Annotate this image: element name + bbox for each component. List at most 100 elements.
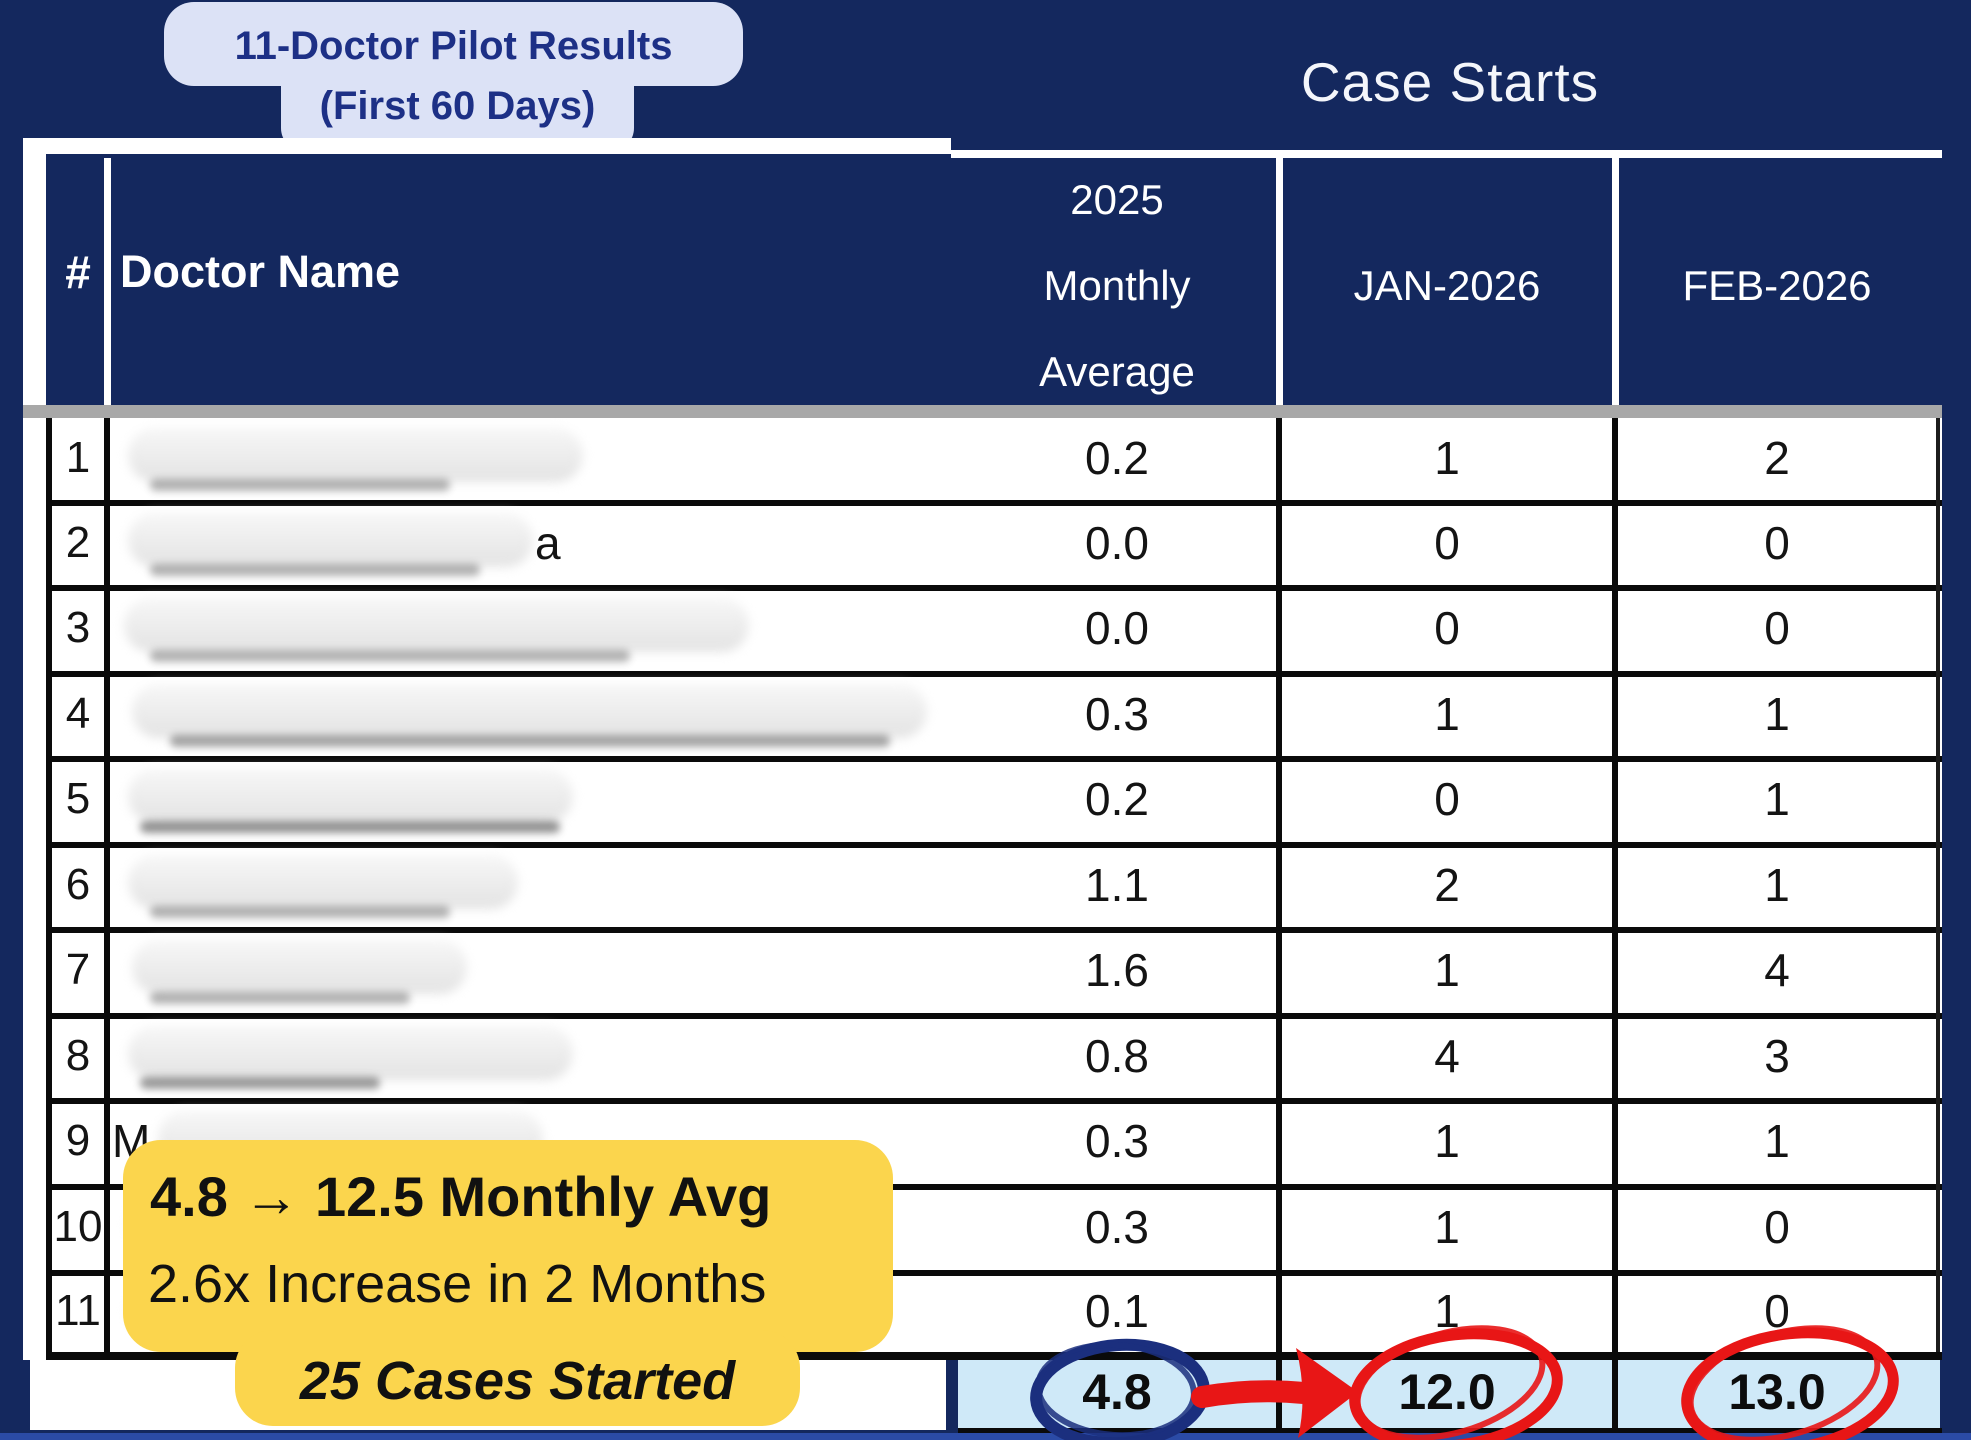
- row-number: 7: [65, 945, 91, 994]
- column-header-doctor-name: Doctor Name: [120, 246, 401, 297]
- table-row: 3 0.0 0 0: [0, 588, 1971, 668]
- table-row: 1 0.2 1 2: [0, 418, 1971, 497]
- title-line-1: 11-Doctor Pilot Results: [234, 24, 673, 68]
- visible-name-letter: a: [535, 516, 561, 569]
- header-divider-num-name: [104, 158, 111, 405]
- column-header-avg-line3: Average: [1039, 348, 1195, 395]
- doctor-name-cell: [110, 759, 948, 839]
- row-number: 1: [65, 432, 91, 482]
- row-number: 8: [65, 1030, 91, 1080]
- column-border: [46, 418, 52, 1352]
- feb-2026-value: 1: [1764, 687, 1790, 740]
- feb-2026-value: 4: [1764, 944, 1790, 996]
- row-number: 9: [65, 1116, 91, 1165]
- jan-2026-value: 1: [1434, 1115, 1460, 1167]
- header-divider-avg-jan: [1276, 158, 1283, 405]
- avg-2025-value: 1.6: [1085, 944, 1149, 996]
- jan-2026-value: 4: [1434, 1029, 1460, 1082]
- row-number: 4: [65, 688, 91, 738]
- feb-2026-value: 2: [1764, 431, 1790, 484]
- feb-2026-value: 0: [1764, 1200, 1790, 1253]
- row-number: 3: [65, 603, 91, 652]
- header-bottom-divider: [23, 405, 1942, 418]
- doctor-name-cell: [110, 845, 948, 924]
- redacted-name-blob: [128, 428, 583, 482]
- title-callout-bottom-box: [281, 56, 634, 152]
- total-avg-2025: 4.8: [1082, 1364, 1152, 1420]
- row-divider: [46, 756, 1942, 762]
- row-divider: [46, 585, 1942, 591]
- jan-2026-value: 2: [1434, 858, 1460, 911]
- doctor-name-cell: [110, 930, 948, 1010]
- column-header-avg-line2: Monthly: [1043, 262, 1191, 309]
- avg-2025-value: 1.1: [1085, 858, 1149, 911]
- row-number: 5: [65, 774, 91, 823]
- avg-2025-value: 0.3: [1085, 1115, 1149, 1167]
- avg-2025-value: 0.0: [1085, 516, 1149, 569]
- feb-2026-value: 0: [1764, 516, 1790, 569]
- redacted-name-blob: [132, 940, 467, 994]
- feb-2026-value: 1: [1764, 773, 1790, 825]
- row-divider: [46, 1184, 1942, 1190]
- row-number: 2: [65, 517, 91, 567]
- table-left-border: [23, 138, 46, 1360]
- column-border: [104, 418, 110, 1352]
- jan-2026-value: 1: [1434, 944, 1460, 996]
- jan-2026-value: 1: [1434, 1200, 1460, 1253]
- highlight-callout-box: [123, 1140, 893, 1352]
- doctor-name-cell: [110, 1016, 948, 1095]
- redacted-name-fragment: [150, 906, 450, 918]
- table-row: 2 a 0.0 0 0: [0, 503, 1971, 582]
- redacted-name-fragment: [170, 735, 890, 747]
- avg-2025-value: 0.0: [1085, 602, 1149, 654]
- doctor-name-cell: a: [110, 503, 948, 582]
- column-header-number: #: [65, 246, 91, 298]
- redacted-name-fragment: [140, 821, 560, 833]
- row-divider: [46, 1270, 1942, 1276]
- doctor-name-cell: [110, 418, 948, 497]
- total-jan-2026: 12.0: [1398, 1364, 1496, 1420]
- feb-2026-value: 1: [1764, 1115, 1790, 1167]
- feb-2026-value: 0: [1764, 1285, 1790, 1337]
- avg-2025-value: 0.8: [1085, 1029, 1149, 1082]
- doctor-name-cell: [110, 674, 948, 753]
- row-number: 11: [55, 1286, 101, 1335]
- header-divider-jan-feb: [1612, 158, 1619, 405]
- jan-2026-value: 1: [1434, 687, 1460, 740]
- highlight-line-increase: 2.6x Increase in 2 Months: [148, 1254, 767, 1314]
- table-title-case-starts: Case Starts: [1300, 51, 1600, 113]
- jan-2026-value: 1: [1434, 1285, 1460, 1337]
- doctor-name-cell: [110, 588, 948, 668]
- row-number: 6: [65, 859, 91, 909]
- row-divider: [46, 842, 1942, 848]
- row-divider: [46, 671, 1942, 677]
- title-line-2: (First 60 Days): [319, 84, 596, 128]
- total-feb-2026: 13.0: [1728, 1364, 1826, 1420]
- redacted-name-fragment: [150, 992, 410, 1004]
- row-number: 10: [53, 1201, 103, 1251]
- table-top-border-left: [23, 138, 951, 154]
- redacted-name-fragment: [140, 1077, 380, 1089]
- jan-2026-value: 0: [1434, 516, 1460, 569]
- column-header-feb-2026: FEB-2026: [1682, 262, 1872, 309]
- column-border-right: [1936, 418, 1940, 1352]
- row-divider: [46, 1098, 1942, 1104]
- redacted-name-blob: [128, 1026, 573, 1080]
- redacted-name-fragment: [150, 650, 630, 662]
- redacted-name-fragment: [150, 479, 450, 491]
- avg-2025-value: 0.1: [1085, 1285, 1149, 1337]
- table-row: 7 1.6 1 4: [0, 930, 1971, 1010]
- highlight-callout-tab: [235, 1330, 800, 1426]
- avg-2025-value: 0.3: [1085, 687, 1149, 740]
- avg-2025-value: 0.3: [1085, 1200, 1149, 1253]
- table-row: 4 0.3 1 1: [0, 674, 1971, 753]
- redacted-name-blob: [128, 513, 533, 567]
- row-divider: [46, 927, 1942, 933]
- jan-2026-value: 1: [1434, 431, 1460, 484]
- feb-2026-value: 0: [1764, 602, 1790, 654]
- redacted-name-blob: [128, 769, 573, 823]
- row-divider: [46, 1013, 1942, 1019]
- row-divider: [46, 500, 1942, 506]
- avg-2025-value: 0.2: [1085, 773, 1149, 825]
